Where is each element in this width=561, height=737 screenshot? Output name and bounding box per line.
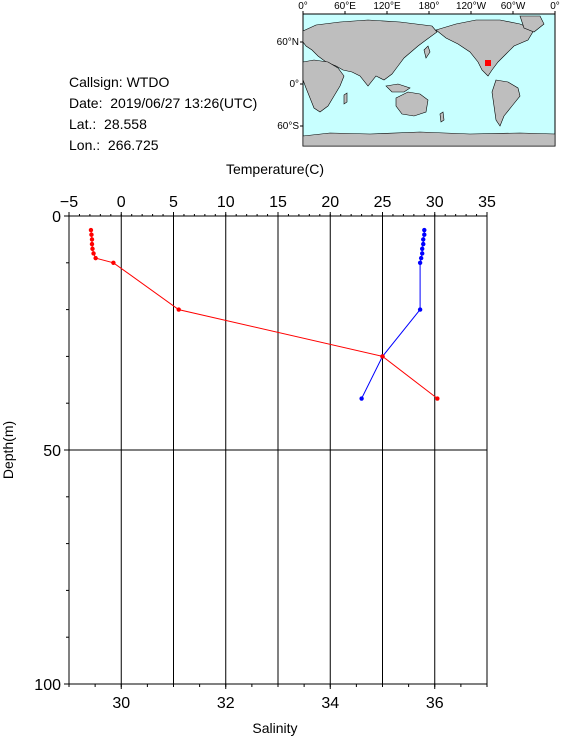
land-madagascar <box>343 92 348 105</box>
map-lon-tick-label: 120°E <box>373 1 401 12</box>
land-north-america <box>435 19 535 77</box>
temperature-profile-line <box>361 230 425 399</box>
lat-label: Lat.: <box>69 116 97 132</box>
land-south-america <box>491 79 521 127</box>
top-axis-tick-label: 0 <box>117 194 126 211</box>
map-lon-ticks: 0° 60°E 120°E 180° 120°W 60°W 0° <box>298 1 560 14</box>
y-axis-title: Depth(m) <box>0 421 16 479</box>
station-marker <box>485 60 491 66</box>
y-axis-tick-label: 0 <box>52 209 61 226</box>
temperature-point <box>422 227 427 233</box>
salinity-point <box>176 307 181 312</box>
land-antarctica <box>302 131 556 147</box>
lon-label: Lon.: <box>69 137 101 153</box>
salinity-point <box>89 237 95 242</box>
temperature-point <box>421 241 426 247</box>
salinity-point <box>91 251 96 256</box>
temperature-point <box>418 255 424 261</box>
temperature-point <box>421 237 426 242</box>
bottom-axis-title: Salinity <box>252 720 297 736</box>
bottom-axis-tick-label: 34 <box>321 695 339 712</box>
bottom-axis-tick-label: 32 <box>217 695 235 712</box>
temperature-point <box>417 260 423 265</box>
temperature-point <box>417 307 423 312</box>
temperature-point <box>359 396 364 401</box>
temperature-point <box>420 251 425 256</box>
world-map: 0° 60°E 120°E 180° 120°W 60°W 0° 60°N 0° 60°S <box>277 1 560 147</box>
land-eurasia <box>302 19 438 87</box>
top-axis-tick-label: 30 <box>426 194 444 211</box>
station-info: Callsign: WTDO Date: 2019/06/27 13:26(UT… <box>69 72 257 156</box>
y-axis-tick-label: 100 <box>34 677 61 694</box>
top-axis-tick-label: 15 <box>269 194 287 211</box>
map-lon-tick-label: 60°E <box>334 1 356 12</box>
left-axis: 0 50 100 <box>34 209 69 694</box>
bottom-axis-tick-label: 36 <box>426 695 444 712</box>
land-greenland <box>519 15 545 33</box>
land-japan <box>423 45 431 59</box>
land-new-zealand <box>439 111 445 123</box>
lat-value: 28.558 <box>104 116 147 132</box>
map-lat-tick-label: 60°N <box>277 37 299 48</box>
gridlines <box>69 216 487 684</box>
lat-row: Lat.: 28.558 <box>69 114 257 135</box>
top-axis: −5 0 5 10 15 20 25 30 35 <box>60 194 496 216</box>
salinity-point <box>88 227 94 233</box>
top-axis-title: Temperature(C) <box>226 161 324 177</box>
top-axis-tick-label: 35 <box>478 194 496 211</box>
lon-value: 266.725 <box>107 137 159 153</box>
salinity-profile-line <box>90 229 438 399</box>
salinity-point <box>380 354 385 359</box>
temperature-point <box>422 232 427 237</box>
series-layer <box>88 227 440 401</box>
y-axis-tick-label: 50 <box>43 443 61 460</box>
lon-row: Lon.: 266.725 <box>69 135 257 156</box>
salinity-point <box>89 241 95 247</box>
top-axis-tick-label: 10 <box>217 194 235 211</box>
salinity-point <box>89 232 94 237</box>
temperature-point <box>420 246 425 251</box>
map-lon-tick-label: 180° <box>419 1 440 12</box>
map-lon-tick-label: 60°W <box>501 1 526 12</box>
map-land <box>302 15 556 147</box>
bottom-axis: 30 32 34 36 <box>68 684 488 712</box>
map-lon-tick-label: 120°W <box>456 1 487 12</box>
map-lon-tick-label: 0° <box>298 1 308 12</box>
top-axis-tick-label: 25 <box>374 194 392 211</box>
map-lon-tick-label: 0° <box>550 1 560 12</box>
salinity-point <box>90 246 95 251</box>
salinity-point <box>93 255 98 261</box>
top-axis-tick-label: −5 <box>60 194 78 211</box>
salinity-point <box>435 396 440 401</box>
callsign-text: Callsign: WTDO <box>69 74 170 90</box>
land-australia <box>395 91 429 117</box>
land-africa <box>302 59 345 113</box>
map-lat-ticks: 60°N 0° 60°S <box>277 37 303 132</box>
top-axis-tick-label: 5 <box>169 194 178 211</box>
bottom-axis-tick-label: 30 <box>112 695 130 712</box>
salinity-point <box>111 260 116 265</box>
date-text: Date: 2019/06/27 13:26(UTC) <box>69 95 258 111</box>
top-axis-tick-label: 20 <box>321 194 339 211</box>
map-lat-tick-label: 0° <box>289 79 299 90</box>
map-lat-tick-label: 60°S <box>277 121 299 132</box>
land-indonesia <box>385 83 411 93</box>
